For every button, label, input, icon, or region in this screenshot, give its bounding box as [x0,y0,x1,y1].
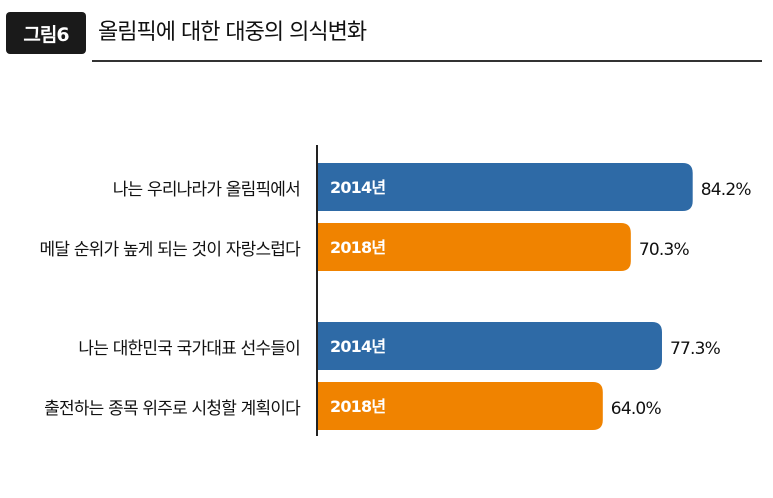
bar-series-label: 2018년 [330,238,385,257]
bar-series-label: 2014년 [330,337,385,356]
category-label: 메달 순위가 높게 되는 것이 자랑스럽다 [40,240,302,260]
data-label: 77.3% [670,339,721,359]
header-rule [92,60,762,62]
category-label: 나는 우리나라가 올림픽에서 [113,180,300,200]
figure-title: 올림픽에 대한 대중의 의식변화 [98,20,367,45]
bar [318,223,631,271]
bar-series-label: 2018년 [330,397,385,416]
figure-badge: 그림6 [6,12,86,54]
category-label: 나는 대한민국 국가대표 선수들이 [78,339,300,359]
bar-series-label: 2014년 [330,178,385,197]
bar [318,322,662,370]
category-label: 출전하는 종목 위주로 시청할 계획이다 [44,399,301,419]
data-label: 70.3% [639,240,690,260]
bar [318,382,603,430]
figure-header: 그림6 올림픽에 대한 대중의 의식변화 [0,0,773,64]
data-label: 84.2% [701,180,752,200]
bar [318,163,693,211]
data-label: 64.0% [611,399,662,419]
